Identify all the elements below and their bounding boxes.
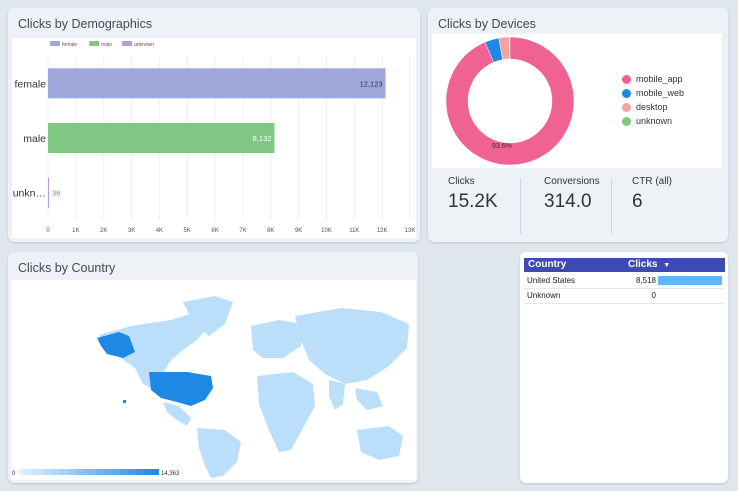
x-tick-label: 6K — [211, 228, 218, 234]
kpi-value: 314.0 — [544, 191, 592, 212]
kpi-label: Clicks — [448, 176, 475, 187]
category-label: male — [23, 133, 46, 145]
sort-descending-icon: ▼ — [663, 262, 671, 269]
donut-center-label: 93.6% — [492, 143, 512, 150]
category-label: female — [14, 78, 46, 90]
legend-dot — [622, 74, 631, 84]
world-map-area[interactable]: 0 14,363 — [11, 280, 416, 480]
map-hawaii — [123, 400, 126, 403]
world-map[interactable]: 0 14,363 — [11, 280, 416, 480]
demographics-title: Clicks by Demographics — [18, 17, 153, 31]
map-south-america — [197, 428, 241, 478]
bar — [48, 123, 275, 153]
legend-item[interactable]: mobile_web — [622, 88, 684, 98]
kpi-label: Conversions — [544, 176, 600, 187]
devices-donut-chart: 93.6% — [445, 36, 575, 166]
x-tick-label: 1K — [72, 228, 79, 234]
legend-swatch — [50, 41, 60, 46]
legend-dot — [622, 116, 631, 126]
bar — [48, 177, 50, 208]
legend-item[interactable]: desktop — [622, 102, 668, 112]
row-clicks-bar — [658, 276, 722, 285]
devices-title: Clicks by Devices — [438, 17, 536, 31]
x-tick-label: 12K — [377, 228, 388, 234]
bar-value-label: 36 — [52, 189, 60, 198]
x-tick-label: 13K — [405, 228, 416, 234]
row-country: Unknown — [527, 291, 561, 300]
legend-label: male — [101, 42, 112, 48]
table-header: Country Clicks ▼ — [524, 258, 725, 272]
table-row[interactable]: Unknown 0 — [524, 289, 725, 304]
demographics-card: Clicks by Demographics 0 1K 2K 3K 4K 5K 6K 7K 8K… — [8, 8, 420, 242]
map-scale-bar — [19, 469, 159, 475]
x-tick-label: 7K — [239, 228, 246, 234]
map-asia — [295, 308, 409, 384]
x-tick-label: 10K — [321, 228, 332, 234]
map-australia — [357, 426, 403, 460]
map-north-america — [99, 312, 211, 388]
legend-dot — [622, 102, 631, 112]
map-central-america — [163, 402, 191, 426]
legend-swatch — [122, 41, 132, 46]
x-tick-label: 0 — [46, 228, 50, 234]
x-tick-label: 2K — [100, 228, 107, 234]
map-india — [329, 380, 345, 410]
clicks-header-label: Clicks — [628, 259, 658, 270]
map-africa — [257, 372, 315, 452]
kpi-divider — [520, 178, 521, 234]
legend-item[interactable]: mobile_app — [622, 74, 683, 84]
legend-dot — [622, 88, 631, 98]
kpi-value: 6 — [632, 191, 643, 212]
category-label: unkn… — [13, 188, 46, 200]
legend-swatch — [89, 41, 100, 46]
country-map-card: Clicks by Country — [8, 252, 418, 483]
x-tick-label: 4K — [156, 228, 163, 234]
demographics-bar-chart: 0 1K 2K 3K 4K 5K 6K 7K 8K 9K 10K 11K 12K 13K female mal… — [13, 41, 416, 234]
map-southeast-asia — [355, 388, 383, 410]
kpi-label: CTR (all) — [632, 176, 672, 187]
country-table-card: Country Clicks ▼ United States 8,518 Unk… — [520, 252, 728, 483]
legend-label: unknown — [134, 42, 154, 48]
row-country: United States — [527, 276, 576, 285]
kpi-conversions: Conversions 314.0 — [544, 176, 600, 236]
bar-value-label: 8,132 — [253, 134, 272, 143]
demographics-chart-area: 0 1K 2K 3K 4K 5K 6K 7K 8K 9K 10K 11K 12K 13K female mal… — [12, 38, 416, 238]
legend-label: mobile_web — [636, 88, 685, 98]
kpi-divider — [611, 178, 612, 234]
row-clicks: 8,518 — [635, 276, 656, 285]
x-tick-label: 8K — [267, 228, 274, 234]
map-scale-max: 14,363 — [161, 471, 180, 477]
map-scale-min: 0 — [12, 471, 16, 477]
bar-value-label: 12,123 — [360, 79, 383, 88]
map-europe — [251, 320, 303, 358]
donut-slice — [445, 36, 575, 166]
kpi-value: 15.2K — [448, 191, 498, 212]
clicks-column-header[interactable]: Clicks ▼ — [628, 259, 670, 270]
row-clicks: 0 — [651, 291, 656, 300]
legend-label: unknown — [636, 116, 673, 126]
kpi-clicks: Clicks 15.2K — [448, 176, 498, 236]
legend-item[interactable]: unknown — [622, 116, 672, 126]
x-tick-label: 11K — [349, 228, 359, 234]
legend-label: mobile_app — [636, 74, 683, 84]
kpi-ctr: CTR (all) 6 — [632, 176, 672, 236]
legend-label: desktop — [636, 102, 668, 112]
x-tick-label: 3K — [128, 228, 135, 234]
country-column-header[interactable]: Country — [528, 259, 567, 270]
country-map-title: Clicks by Country — [18, 261, 116, 275]
bar — [48, 68, 386, 99]
map-usa — [149, 372, 213, 406]
legend-label: female — [62, 42, 77, 48]
x-tick-label: 5K — [184, 228, 191, 234]
table-row[interactable]: United States 8,518 — [524, 274, 725, 289]
map-greenland — [183, 296, 233, 336]
map-alaska — [97, 332, 135, 358]
x-tick-label: 9K — [295, 228, 302, 234]
